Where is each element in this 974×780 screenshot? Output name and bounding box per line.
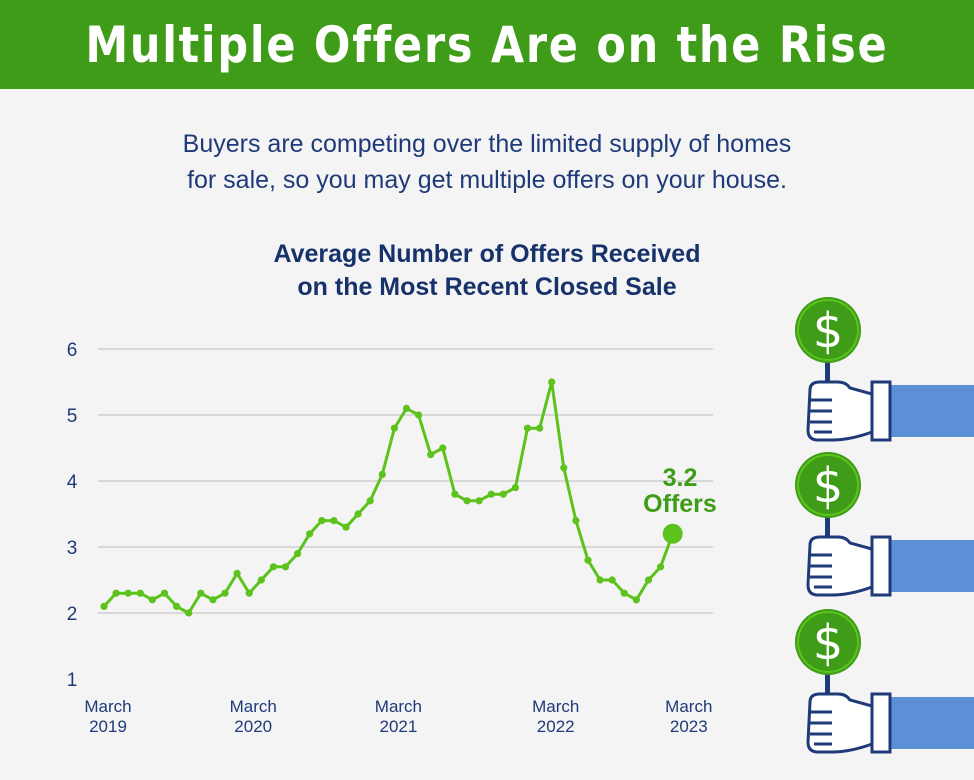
data-point: [112, 589, 120, 597]
x-tick-label: 2020: [234, 717, 272, 736]
data-point: [173, 602, 181, 611]
intro-line-2: for sale, so you may get multiple offers…: [187, 166, 787, 194]
data-point: [523, 424, 532, 432]
dollar-hand-3: [793, 607, 974, 754]
x-tick-label: 2019: [89, 717, 127, 736]
data-point: [136, 589, 144, 597]
x-tick-label: March: [84, 697, 131, 716]
header-banner: Multiple Offers Are on the Rise: [0, 0, 974, 89]
data-point: [572, 517, 580, 525]
data-point: [439, 444, 447, 452]
data-point: [584, 556, 592, 564]
x-tick-label: March: [230, 697, 277, 716]
annotation-layer: 3.2 Offers: [643, 464, 717, 518]
data-point: [124, 589, 132, 597]
data-point: [463, 497, 471, 505]
data-point: [427, 451, 435, 459]
data-point: [281, 563, 290, 571]
chart-title-line-1: Average Number of Offers Received: [273, 240, 701, 268]
series-layer: [100, 378, 683, 617]
data-point: [269, 563, 277, 571]
data-point: [511, 484, 519, 492]
data-point: [415, 411, 423, 419]
x-tick-label: March: [375, 697, 422, 716]
data-point: [245, 589, 253, 597]
data-point: [560, 464, 568, 472]
page-title: Multiple Offers Are on the Rise: [85, 15, 889, 74]
y-tick-label: 6: [67, 340, 78, 361]
data-point: [657, 563, 665, 571]
data-point: [100, 602, 108, 611]
data-point: [620, 589, 628, 597]
data-point: [148, 596, 156, 604]
intro-text: Buyers are competing over the limited su…: [0, 126, 974, 198]
x-tick-label: 2023: [670, 717, 708, 736]
latest-data-point: [662, 523, 683, 544]
x-tick-label: March: [532, 697, 579, 716]
y-tick-label: 3: [67, 538, 78, 559]
dollar-hand-1: [793, 295, 974, 442]
data-point: [354, 510, 362, 518]
chart-title: Average Number of Offers Received on the…: [0, 238, 974, 304]
data-point: [390, 424, 398, 432]
data-point: [378, 470, 386, 478]
data-point: [197, 589, 205, 597]
data-point: [487, 490, 495, 498]
data-point: [306, 530, 314, 538]
data-point: [475, 497, 483, 505]
data-point: [402, 404, 411, 412]
chart-title-line-2: on the Most Recent Closed Sale: [297, 273, 677, 301]
hands-holding-dollar-signs-illustration: $: [793, 295, 974, 754]
y-tick-label: 4: [67, 472, 78, 493]
x-tick-label: 2022: [537, 717, 575, 736]
data-point: [596, 576, 604, 584]
data-point: [632, 596, 641, 604]
data-point: [209, 596, 217, 604]
data-point: [548, 378, 556, 386]
series-line: [102, 380, 675, 615]
data-point: [330, 517, 338, 525]
x-axis-ticks: March2019March2020March2021March2022Marc…: [84, 697, 712, 736]
y-tick-label: 1: [67, 670, 78, 691]
data-point: [644, 576, 653, 584]
y-axis-ticks: 1 2 3 4 5 6: [67, 340, 78, 691]
data-point: [318, 517, 326, 525]
data-point: [342, 523, 350, 531]
dollar-hand-2: [793, 450, 974, 597]
data-point: [233, 569, 241, 578]
annotation-value: 3.2: [663, 464, 698, 492]
y-tick-label: 2: [67, 604, 78, 625]
data-point: [366, 497, 374, 505]
data-point: [160, 589, 169, 597]
x-tick-label: 2021: [379, 717, 417, 736]
intro-line-1: Buyers are competing over the limited su…: [182, 130, 792, 158]
data-point: [221, 589, 229, 597]
data-point: [451, 490, 459, 498]
grid-lines: [98, 348, 713, 614]
y-tick-label: 5: [67, 406, 78, 427]
data-point: [294, 550, 302, 558]
data-point: [536, 424, 544, 432]
data-point: [608, 576, 616, 584]
data-point: [499, 490, 507, 498]
data-point: [257, 576, 265, 584]
data-point: [185, 609, 193, 617]
annotation-label: Offers: [643, 490, 717, 518]
x-tick-label: March: [665, 697, 712, 716]
